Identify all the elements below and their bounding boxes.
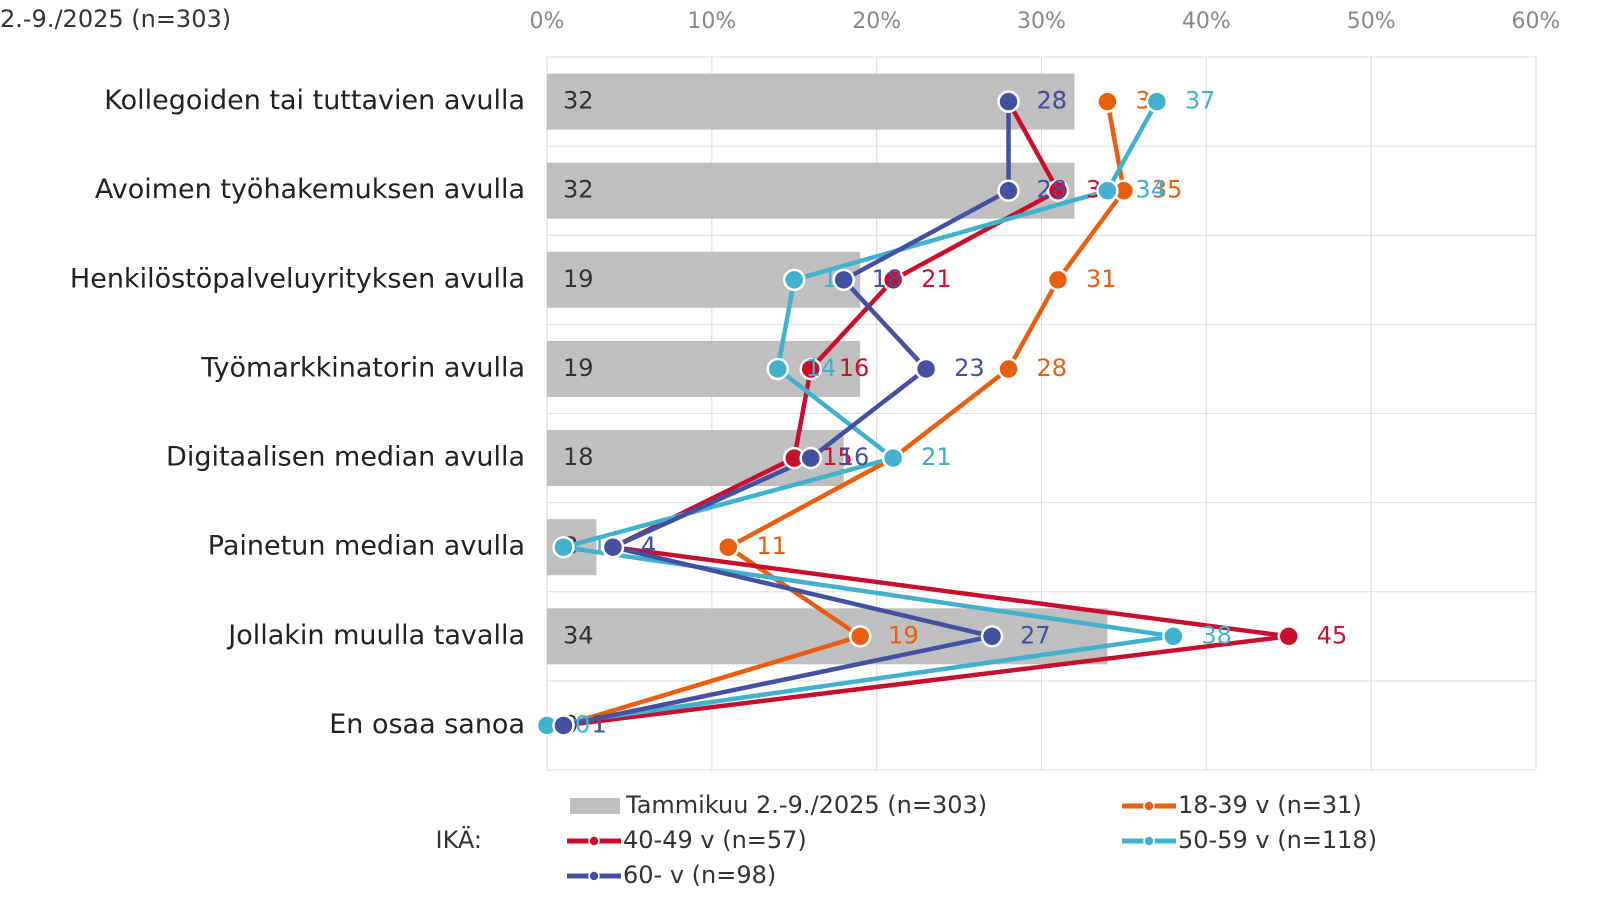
category-label: Kollegoiden tai tuttavien avulla [104, 85, 525, 116]
legend-title: IKÄ: [436, 825, 482, 854]
point-marker [848, 625, 872, 648]
point-value-label: 28 [1037, 176, 1068, 204]
bar [547, 251, 861, 308]
point-marker [766, 357, 790, 381]
bar-value-label: 34 [563, 621, 594, 649]
point-marker [881, 268, 905, 292]
point-marker [1046, 268, 1070, 292]
bar-value-label: 32 [563, 176, 594, 204]
x-tick-label: 30% [1017, 9, 1066, 34]
bar-value-label: 19 [563, 265, 594, 293]
point-marker [799, 446, 822, 470]
legend-swatch [570, 798, 620, 814]
point-value-label: 23 [954, 354, 985, 382]
point-marker [881, 446, 905, 470]
point-value-label: 18 [872, 265, 903, 293]
bar [547, 608, 1108, 665]
series-line [546, 100, 1176, 728]
category-label: Työmarkkinatorin avulla [200, 352, 525, 383]
point-value-label: 4 [641, 532, 656, 560]
point-value-label: 28 [1037, 87, 1068, 115]
point-marker [1096, 90, 1119, 113]
series-line [562, 101, 1127, 728]
point-value-label: 1 [591, 710, 606, 738]
point-marker [997, 90, 1020, 113]
point-value-label: 15 [822, 443, 853, 471]
point-value-label: 0 [575, 710, 590, 738]
point-marker [1096, 179, 1119, 202]
point-marker [1277, 625, 1300, 648]
point-value-label: 21 [921, 443, 952, 471]
point-value-label: 31 [1086, 265, 1117, 293]
point-marker [601, 535, 625, 559]
point-marker [1162, 625, 1185, 648]
point-value-label: 11 [756, 532, 787, 560]
point-value-label: 38 [1201, 621, 1232, 649]
point-marker [997, 357, 1020, 381]
x-tick-label: 10% [687, 9, 736, 34]
point-marker [552, 535, 575, 559]
x-tick-label: 50% [1347, 9, 1396, 34]
legend-swatch-marker [588, 870, 600, 882]
bar-value-label: 19 [563, 354, 594, 382]
point-marker [552, 714, 575, 737]
legend-swatch-marker [588, 835, 600, 847]
point-marker [799, 357, 822, 381]
legend-swatch-marker [1143, 800, 1155, 812]
point-value-label: 21 [921, 443, 952, 471]
legend-label: 50-59 v (n=118) [1178, 826, 1377, 854]
point-marker [914, 357, 938, 381]
x-tick-label: 40% [1182, 9, 1231, 34]
point-value-label: 16 [839, 354, 870, 382]
legend-label: 18-39 v (n=31) [1178, 791, 1362, 819]
bar [547, 73, 1075, 130]
legend-label: 60- v (n=98) [623, 861, 776, 889]
x-tick-label: 60% [1512, 9, 1561, 34]
series-line [563, 101, 1011, 728]
point-marker [980, 625, 1004, 648]
legend-label: 40-49 v (n=57) [623, 826, 807, 854]
category-label: Avoimen työhakemuksen avulla [95, 174, 525, 205]
point-value-label: 16 [839, 443, 870, 471]
x-tick-label: 20% [852, 9, 901, 34]
category-label: Henkilöstöpalveluyrityksen avulla [70, 263, 525, 294]
legend-label: Tammikuu 2.-9./2025 (n=303) [625, 791, 987, 819]
point-value-label: 19 [888, 621, 919, 649]
point-value-label: 14 [806, 354, 837, 382]
point-value-label: 28 [1037, 87, 1068, 115]
point-value-label: 35 [1152, 176, 1183, 204]
point-marker [1145, 90, 1169, 113]
bar [547, 162, 1075, 219]
category-label: En osaa sanoa [329, 709, 525, 740]
point-value-label: 28 [1037, 354, 1068, 382]
legend-swatch-marker [1143, 835, 1155, 847]
bar-value-label: 18 [563, 443, 594, 471]
series-line [563, 100, 1291, 728]
category-label: Digitaalisen median avulla [166, 442, 525, 473]
point-marker [783, 268, 806, 292]
point-marker [832, 268, 855, 292]
bar-value-label: 32 [563, 87, 594, 115]
point-value-label: 4 [641, 532, 656, 560]
point-value-label: 27 [1020, 621, 1051, 649]
point-value-label: 1 [591, 710, 606, 738]
point-marker [1046, 179, 1070, 202]
chart-title: 2.-9./2025 (n=303) [0, 5, 231, 33]
category-label: Jollakin muulla tavalla [226, 620, 525, 651]
point-value-label: 1 [591, 710, 606, 738]
point-value-label: 45 [1317, 621, 1348, 649]
point-value-label: 34 [1135, 176, 1166, 204]
point-marker [717, 535, 740, 559]
point-value-label: 1 [591, 532, 606, 560]
point-value-label: 21 [921, 265, 952, 293]
x-tick-label: 0% [530, 9, 565, 34]
point-marker [997, 179, 1020, 202]
category-label: Painetun median avulla [208, 531, 525, 562]
point-value-label: 37 [1185, 87, 1216, 115]
